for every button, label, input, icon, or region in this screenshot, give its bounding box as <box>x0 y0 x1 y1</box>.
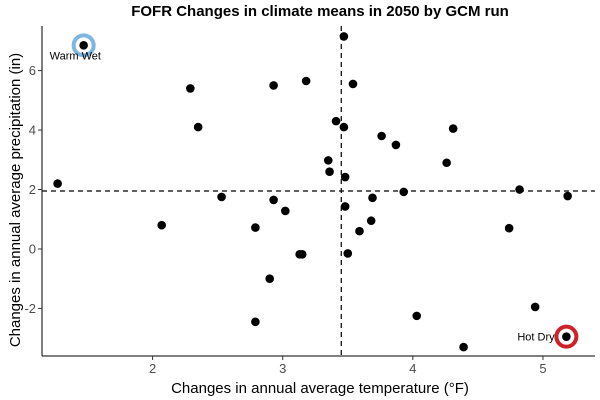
data-point <box>366 216 376 226</box>
data-point <box>331 116 341 126</box>
y-tick-label: 2 <box>29 182 36 197</box>
highlight-markers: Warm Wet Hot Dry <box>50 33 579 349</box>
x-tick-label: 3 <box>279 361 286 376</box>
data-point <box>269 195 278 205</box>
data-point <box>251 317 260 327</box>
highlight-ring <box>554 324 579 349</box>
data-point <box>301 76 311 86</box>
y-tick-label: 0 <box>29 241 36 256</box>
x-tick-label: 2 <box>149 361 156 376</box>
data-point <box>323 156 333 165</box>
data-point <box>515 185 524 194</box>
data-point <box>530 302 540 312</box>
data-point <box>562 332 571 341</box>
data-point <box>504 223 514 233</box>
highlight-label: Hot Dry <box>517 332 555 344</box>
data-point <box>265 274 275 284</box>
data-point <box>217 192 226 202</box>
x-axis-ticks: 2 3 4 5 <box>149 356 547 376</box>
data-point <box>355 226 364 236</box>
x-tick-label: 4 <box>409 361 416 376</box>
chart-title: FOFR Changes in climate means in 2050 by… <box>131 3 509 20</box>
y-axis-label: Changes in annual average precipitation … <box>7 53 24 347</box>
data-point <box>448 124 458 133</box>
data-point <box>340 202 350 211</box>
data-point <box>377 131 386 141</box>
data-point <box>325 167 334 176</box>
data-point <box>399 187 409 197</box>
data-point <box>53 179 62 188</box>
y-tick-label: 6 <box>29 63 36 78</box>
data-point <box>186 84 195 93</box>
data-point <box>391 140 401 150</box>
data-point <box>269 81 278 90</box>
data-point <box>193 122 203 132</box>
data-point <box>281 206 290 216</box>
data-points <box>53 32 572 352</box>
y-axis-ticks: -2 0 2 4 6 <box>24 63 42 316</box>
x-tick-label: 5 <box>539 361 546 376</box>
data-point <box>563 191 572 201</box>
highlight-ring <box>71 33 96 58</box>
data-point <box>297 250 307 259</box>
data-point <box>368 193 377 203</box>
data-point <box>340 172 350 182</box>
y-tick-label: -2 <box>24 301 36 316</box>
y-tick-label: 4 <box>29 123 36 138</box>
data-point <box>339 32 349 41</box>
data-point <box>412 311 422 321</box>
data-point <box>442 158 451 168</box>
data-point <box>79 41 88 50</box>
highlight-label: Warm Wet <box>50 50 101 62</box>
plot-area: 2 3 4 5 -2 0 2 4 6 Warm Wet Hot Dry <box>24 26 595 376</box>
x-axis-label: Changes in annual average temperature (°… <box>171 380 469 397</box>
data-point <box>459 342 468 352</box>
data-point <box>157 220 167 230</box>
data-point <box>339 122 349 132</box>
data-point <box>251 223 260 232</box>
data-point <box>343 249 353 258</box>
data-point <box>348 79 358 89</box>
